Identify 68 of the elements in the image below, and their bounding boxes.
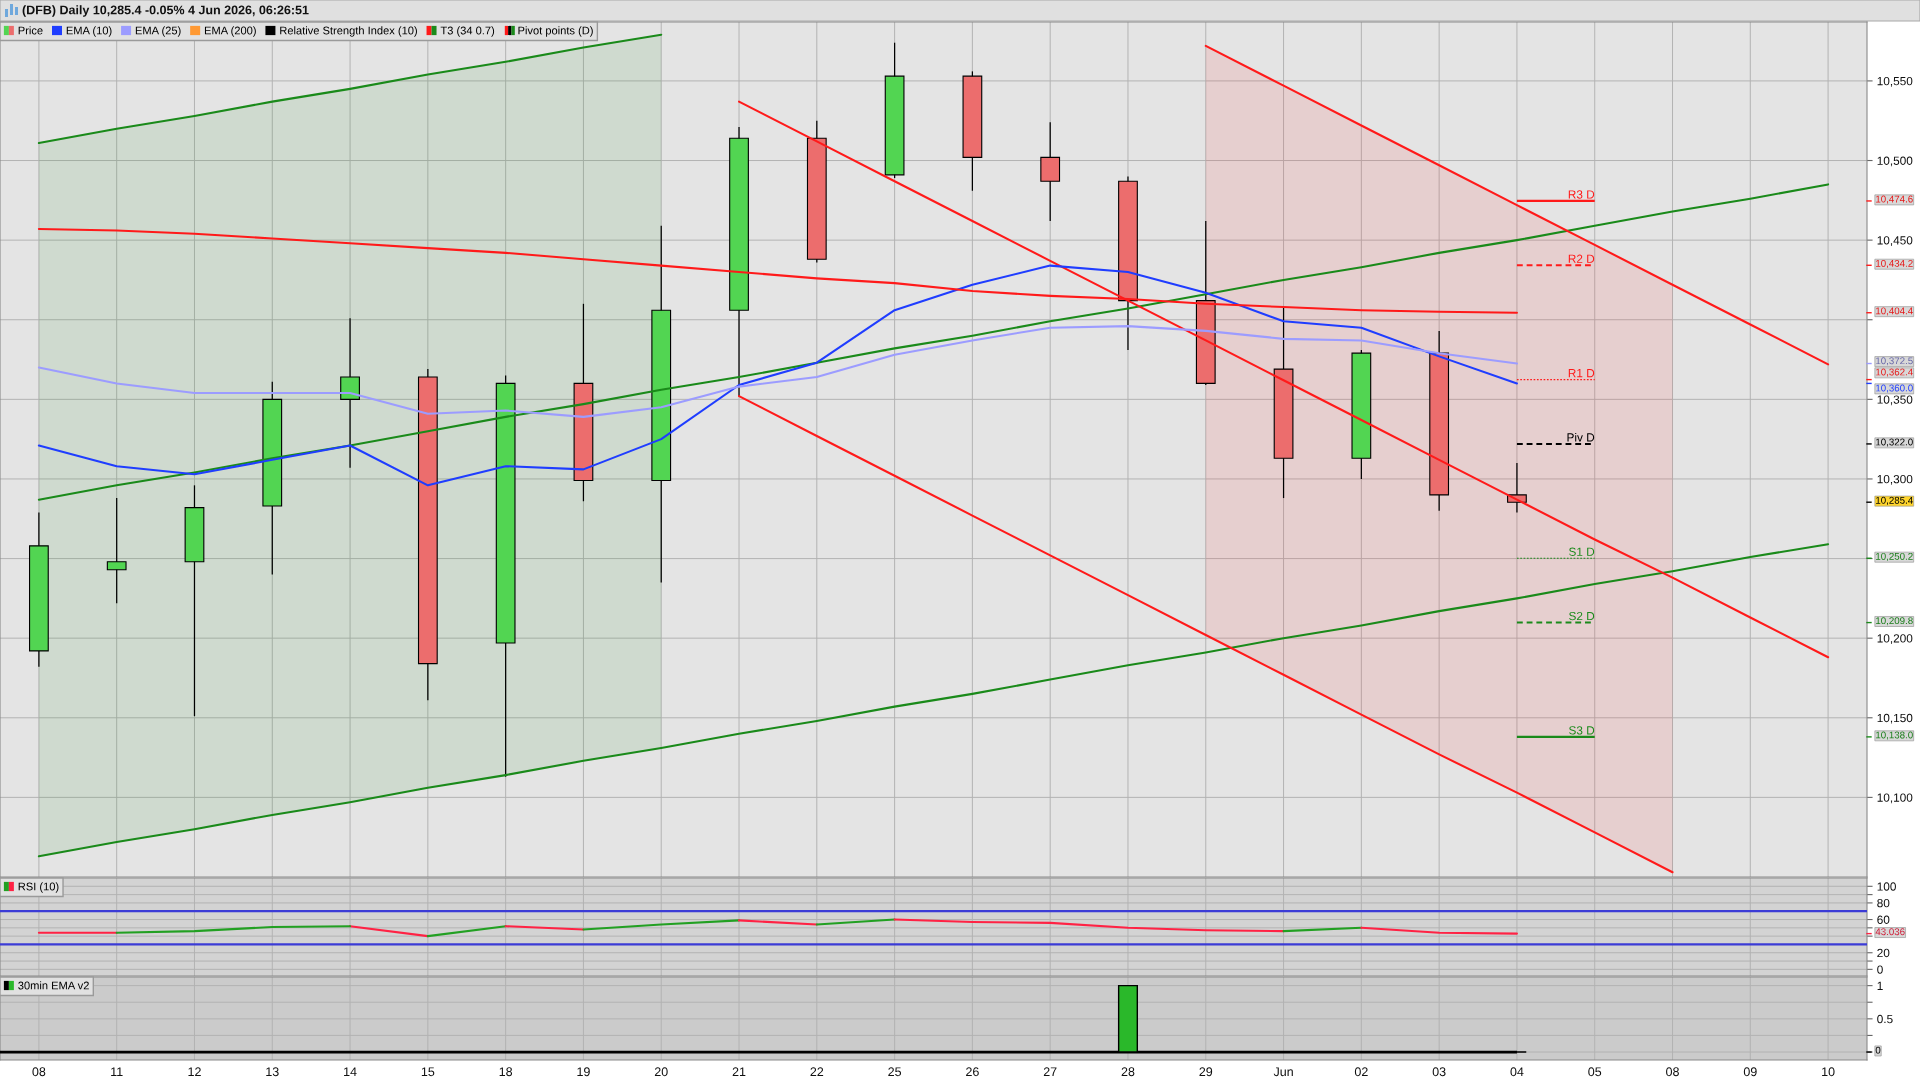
- x-tick-label: 05: [1588, 1067, 1602, 1077]
- x-tick-label: 13: [266, 1067, 279, 1077]
- text: 43.036: [1875, 928, 1905, 936]
- text: 10,250.2: [1876, 552, 1913, 561]
- legend-label: 30min EMA v2: [18, 981, 89, 990]
- x-tick-label: 09: [1743, 1067, 1757, 1077]
- ref-line-label: S2 D: [1569, 611, 1595, 621]
- y-tick-label: 10,350: [1877, 395, 1913, 406]
- ref-line-label: Piv D: [1567, 432, 1595, 442]
- y-tick-label: 0: [1877, 965, 1883, 974]
- x-tick-label: 11: [111, 1067, 123, 1076]
- y-tick-label: 10,300: [1877, 474, 1913, 485]
- annotation: Pivot points (D): [518, 26, 593, 37]
- text: 10,362.4: [1876, 368, 1913, 377]
- x-tick-label: 29: [1199, 1067, 1213, 1077]
- y-tick-label: 60: [1877, 915, 1890, 924]
- x-tick-label: 08: [1666, 1067, 1679, 1077]
- ref-line-label: R3 D: [1568, 190, 1595, 199]
- y-tick-label: 1: [1877, 981, 1883, 990]
- legend-label: EMA (25): [135, 26, 181, 37]
- text: 10,285.4: [1876, 496, 1913, 505]
- legend-label: Price: [18, 26, 43, 35]
- x-tick-label: 18: [499, 1067, 513, 1077]
- x-tick-label: 27: [1043, 1067, 1057, 1076]
- x-tick-label: 28: [1121, 1067, 1135, 1077]
- x-tick-label: 15: [421, 1067, 435, 1077]
- text: 10,404.4: [1876, 307, 1913, 316]
- text: 10,138.0: [1876, 731, 1913, 740]
- ref-line-label: S1 D: [1569, 547, 1595, 556]
- y-tick-label: 100: [1877, 882, 1896, 891]
- x-tick-label: 20: [654, 1067, 668, 1077]
- text: 10,372.5: [1876, 357, 1913, 366]
- y-tick-label: 80: [1877, 898, 1890, 908]
- x-tick-label: 08: [32, 1067, 46, 1077]
- x-tick-label: 25: [888, 1067, 902, 1077]
- legend-label: RSI (10): [18, 882, 59, 893]
- x-tick-label: 04: [1510, 1067, 1524, 1077]
- x-tick-label: 22: [810, 1067, 824, 1076]
- x-tick-label: 26: [966, 1067, 979, 1077]
- y-tick-label: 10,500: [1877, 156, 1913, 167]
- y-tick-label: 10,450: [1877, 236, 1913, 246]
- chart-title: (DFB) Daily 10,285.4 -0.05% 4 Jun 2026, 06:26:51: [22, 5, 309, 17]
- x-tick-label: 03: [1432, 1067, 1446, 1077]
- x-tick-label: Jun: [1273, 1067, 1293, 1077]
- ref-line-label: S3 D: [1569, 726, 1595, 735]
- y-tick-label: 10,150: [1877, 713, 1913, 724]
- ref-line-label: R2 D: [1568, 254, 1595, 263]
- x-tick-label: 02: [1354, 1067, 1368, 1077]
- legend-label: EMA (10): [66, 26, 112, 37]
- y-tick-label: 10,100: [1877, 793, 1913, 804]
- text: 10,322.0: [1876, 438, 1913, 447]
- y-tick-label: 0.5: [1877, 1014, 1893, 1024]
- y-tick-label: 10,200: [1877, 634, 1913, 644]
- legend-label: Relative Strength Index (10): [280, 26, 417, 37]
- legend-label: EMA (200): [204, 26, 256, 37]
- x-tick-label: 14: [344, 1067, 357, 1076]
- x-tick-label: 12: [188, 1067, 201, 1076]
- x-tick-label: 19: [577, 1067, 590, 1077]
- ref-line-label: R1 D: [1568, 369, 1595, 378]
- x-tick-label: 10: [1822, 1067, 1835, 1077]
- y-tick-label: 20: [1877, 948, 1890, 958]
- text: 10,209.8: [1876, 617, 1913, 626]
- x-tick-label: 21: [732, 1067, 746, 1076]
- text: 10,434.2: [1876, 259, 1913, 268]
- y-tick-label: 10,550: [1877, 76, 1913, 87]
- legend-label: T3 (34 0.7): [440, 26, 495, 37]
- text: 10,474.6: [1876, 195, 1913, 204]
- text: 10,360.0: [1876, 384, 1913, 393]
